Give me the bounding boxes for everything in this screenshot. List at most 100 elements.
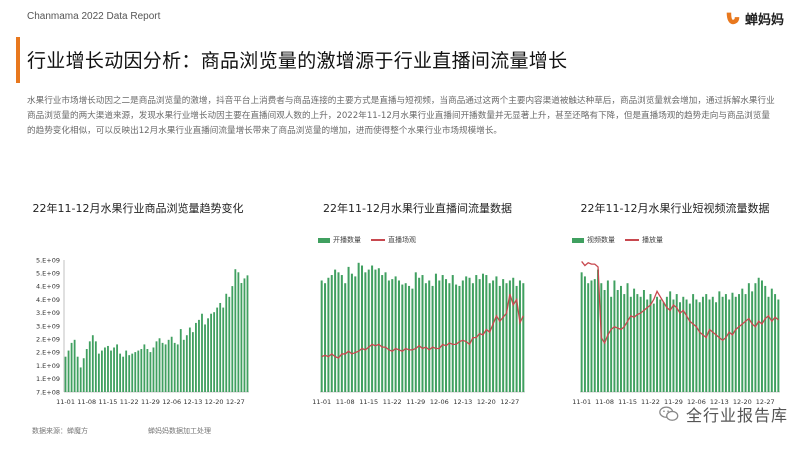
short-video-traffic-chart: 11-01 11-08 11-15 11-22 11-29 12-06 12-13 12-20… [572, 261, 780, 406]
bar-mark [431, 285, 434, 392]
x-tick-label: 11-01 [572, 398, 591, 406]
page-views-bar [204, 324, 206, 392]
y-tick-label: 2.E+09 [36, 349, 60, 357]
bar-mark [421, 275, 424, 392]
bar-mark [760, 280, 763, 392]
legend-item: 开播数量 [318, 235, 361, 245]
page-views-bar [234, 269, 237, 392]
bar-mark [397, 280, 400, 392]
bar-mark [698, 302, 701, 392]
x-tick-label: 12-20 [733, 398, 752, 406]
page-views-bar [128, 355, 131, 392]
bar-mark [455, 284, 458, 392]
x-tick-label: 12-06 [430, 398, 449, 406]
bar-mark [695, 299, 698, 392]
bar-mark [461, 280, 464, 392]
bar-mark [361, 265, 364, 392]
brand-logo: 蝉妈妈 [724, 6, 784, 30]
livestream-traffic-chart: 11-01 11-08 11-15 11-22 11-29 12-06 12-13 12-20… [312, 262, 525, 406]
page-views-bar [64, 356, 67, 392]
bar-mark [646, 299, 649, 392]
bar-mark [711, 296, 714, 392]
bar-mark [705, 294, 708, 392]
bar-mark [465, 276, 468, 392]
bar-mark [642, 290, 645, 392]
report-name: Chanmama 2022 Data Report [27, 11, 161, 22]
bar-mark [515, 285, 518, 392]
page-views-bar [88, 341, 91, 392]
page-views-bar [110, 350, 112, 392]
y-tick-label: 5.E+09 [36, 270, 60, 278]
bar-mark [394, 276, 397, 392]
bar-mark [744, 294, 747, 392]
page-views-bar [134, 352, 137, 392]
bar-mark [770, 288, 773, 392]
livestream-traffic-chart-panel: 22年11-12月水果行业直播间流量数据 开播数量 直播场观 11-01 11-0… [300, 200, 535, 430]
bar-mark [583, 276, 586, 392]
bar-mark [593, 279, 596, 392]
bar-mark [488, 283, 491, 392]
bar-mark [424, 283, 427, 392]
page-views-bar [94, 341, 97, 392]
x-tick-label: 12-27 [500, 398, 519, 406]
legend-line-swatch [625, 239, 639, 241]
chart-title: 22年11-12月水果行业商品浏览量趋势变化 [32, 202, 244, 215]
page-views-bar [225, 293, 228, 392]
chart-title: 22年11-12月水果行业短视频流量数据 [580, 202, 770, 215]
bar-mark [741, 288, 744, 392]
page-views-bar [246, 275, 249, 392]
summary-paragraph: 水果行业市场增长动因之二是商品浏览量的激增，抖音平台上消费者与商品连接的主要方式… [27, 96, 775, 136]
bar-mark [754, 283, 757, 392]
bar-mark [715, 302, 718, 392]
bar-mark [734, 296, 737, 392]
page-views-bar [188, 327, 191, 392]
x-tick-label: 11-22 [641, 398, 660, 406]
bar-mark [445, 279, 448, 392]
y-tick-label: 2.E+09 [36, 336, 60, 344]
page-views-bar [231, 286, 234, 392]
page-views-bar [158, 338, 161, 392]
bar-mark [320, 280, 323, 392]
page-views-bar [164, 344, 167, 392]
bar-mark [675, 294, 678, 392]
bar-mark [498, 285, 501, 392]
legend-item: 视频数量 [572, 235, 615, 245]
chart-legend: 视频数量 播放量 [572, 235, 673, 245]
bar-mark [656, 296, 659, 392]
page-views-bar [210, 313, 212, 392]
page-views-bar [240, 283, 243, 392]
x-tick-label: 11-08 [595, 398, 614, 406]
x-tick-label: 11-15 [359, 398, 378, 406]
legend-label: 开播数量 [333, 236, 361, 244]
bar-mark [508, 280, 511, 392]
bar-mark [708, 299, 711, 392]
bar-mark [747, 283, 750, 392]
bar-mark [404, 283, 407, 392]
bar-mark [354, 276, 357, 392]
bar-mark [408, 285, 411, 392]
bar-mark [688, 303, 691, 392]
x-tick-label: 11-08 [77, 398, 96, 406]
bar-mark [587, 283, 590, 392]
y-tick-label: 5.E+09 [36, 256, 60, 264]
bar-mark [649, 294, 652, 392]
x-tick-label: 11-15 [99, 398, 118, 406]
page-views-bar [219, 302, 222, 392]
x-tick-label: 11-22 [120, 398, 139, 406]
data-source-note: 数据来源：蝉魔方 [32, 427, 88, 435]
chart-title: 22年11-12月水果行业直播间流量数据 [323, 202, 512, 215]
legend-item: 播放量 [625, 235, 663, 245]
bar-mark [603, 290, 606, 392]
page-views-bar [113, 347, 115, 392]
chanmama-logo-icon [726, 12, 740, 25]
page-views-bar [107, 345, 109, 392]
y-tick-label: 3.E+09 [36, 322, 60, 330]
page-views-bar [155, 341, 158, 392]
page-views-bar [149, 352, 152, 392]
x-tick-label: 11-29 [406, 398, 425, 406]
title-accent-bar [16, 37, 20, 83]
x-tick-label: 12-13 [710, 398, 729, 406]
bar-mark [414, 272, 417, 392]
page-views-bar [201, 313, 203, 392]
x-tick-label: 12-06 [687, 398, 706, 406]
